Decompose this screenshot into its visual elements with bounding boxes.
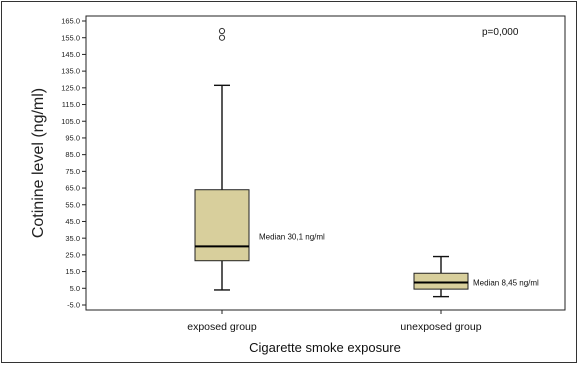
y-tick-label: 35.0 <box>65 234 80 243</box>
x-axis-title: Cigarette smoke exposure <box>249 340 401 355</box>
outlier-point <box>218 27 226 35</box>
x-category-label: unexposed group <box>400 321 481 333</box>
y-tick-label: 5.0 <box>70 284 80 293</box>
iqr-box <box>413 272 469 290</box>
y-tick-label: -5.0 <box>67 301 80 310</box>
y-tick-label: 15.0 <box>65 267 80 276</box>
y-tick-label: 95.0 <box>65 134 80 143</box>
y-axis-title: Cotinine level (ng/ml) <box>30 88 47 238</box>
y-tick-label: 145.0 <box>61 50 80 59</box>
y-tick-label: 65.0 <box>65 184 80 193</box>
x-axis-labels: exposed group unexposed group <box>187 310 482 333</box>
x-category-label: exposed group <box>187 321 257 333</box>
y-tick-label: 155.0 <box>61 33 80 42</box>
outlier-point <box>218 34 226 41</box>
box-series: Median 30,1 ng/ml Median 8,45 ng/ml <box>194 27 539 298</box>
y-tick-label: 165.0 <box>61 17 80 26</box>
median-annotation: Median 30,1 ng/ml <box>259 233 325 242</box>
y-tick-label: 135.0 <box>61 67 80 76</box>
p-value-annotation: p=0,000 <box>482 27 519 38</box>
y-tick-label: 125.0 <box>61 83 80 92</box>
y-tick-label: 85.0 <box>65 150 80 159</box>
plot-area <box>85 15 566 311</box>
y-tick-label: 115.0 <box>62 100 80 109</box>
iqr-box <box>194 189 250 262</box>
y-tick-label: 55.0 <box>65 200 80 209</box>
y-axis-ticks: -5.0 5.0 15.0 25.0 35.0 45.0 55.0 65.0 75.0 85.0 9… <box>61 17 86 310</box>
y-tick-label: 75.0 <box>65 167 80 176</box>
median-annotation: Median 8,45 ng/ml <box>473 279 539 288</box>
y-tick-label: 25.0 <box>65 250 80 259</box>
y-tick-label: 105.0 <box>61 117 80 126</box>
y-tick-label: 45.0 <box>65 217 80 226</box>
